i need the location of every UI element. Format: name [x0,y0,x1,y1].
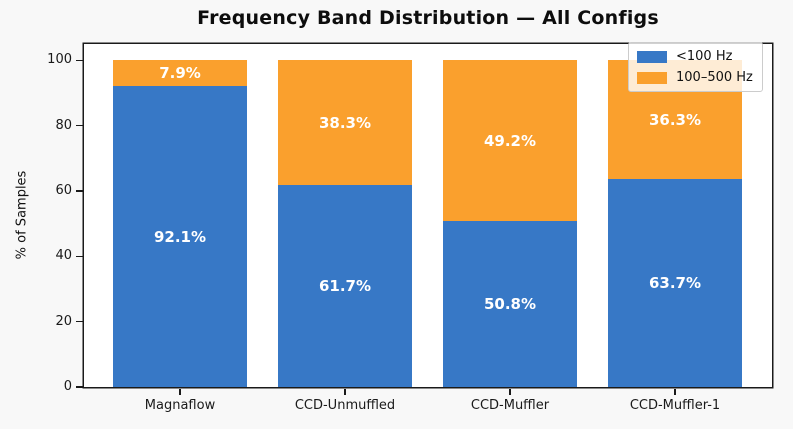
bar-value-label: 36.3% [648,110,702,129]
bar-segment-low-band: 61.7% [278,185,412,387]
bar-segment-low-band: 63.7% [608,178,742,387]
y-tick-label: 60 [55,183,72,198]
bar-value-label: 38.3% [318,113,372,132]
legend-entry: 100–500 Hz [637,70,753,85]
bar-value-label: 63.7% [648,273,702,292]
y-tick-mark [75,59,83,62]
y-tick-mark [75,124,83,127]
y-tick-mark [75,320,83,323]
bar-segment-high-band: 38.3% [278,60,412,186]
plot-area: 92.1% 7.9% 61.7% 38.3% 50.8% 49.2% 63.7% 36.3% [84,44,772,387]
bar-value-label: 49.2% [483,131,537,150]
x-category-label: CCD-Unmuffled [294,398,396,413]
x-tick-mark [674,388,676,395]
legend-label: 100–500 Hz [676,70,753,85]
x-tick-mark [179,388,181,395]
x-category-label: CCD-Muffler-1 [629,398,721,413]
y-tick-mark [75,255,83,258]
y-tick-mark [75,386,83,388]
bar-segment-low-band: 50.8% [443,221,577,387]
x-category-label: Magnaflow [144,398,216,413]
x-tick-mark [344,388,346,395]
y-tick-label: 20 [55,313,72,329]
legend-swatch-icon [637,71,667,84]
bar-value-label: 50.8% [483,295,537,314]
bar-segment-high-band: 7.9% [113,60,247,87]
y-tick-label: 100 [47,52,72,68]
legend: <100 Hz 100–500 Hz [628,42,763,92]
legend-label: <100 Hz [676,49,733,64]
x-tick-mark [509,388,511,395]
bar-value-label: 92.1% [153,227,207,246]
legend-swatch-icon [637,50,667,63]
bar-segment-low-band: 92.1% [113,86,247,387]
bar-value-label: 7.9% [159,64,201,83]
bar-segment-high-band: 49.2% [443,60,577,222]
x-category-label: CCD-Muffler [470,398,550,413]
y-tick-label: 0 [63,379,72,394]
legend-entry: <100 Hz [637,49,753,64]
y-tick-mark [75,190,83,192]
y-tick-label: 40 [55,248,72,264]
bar-value-label: 61.7% [318,277,372,296]
chart-title: Frequency Band Distribution — All Config… [197,7,659,29]
y-tick-label: 80 [55,117,72,133]
